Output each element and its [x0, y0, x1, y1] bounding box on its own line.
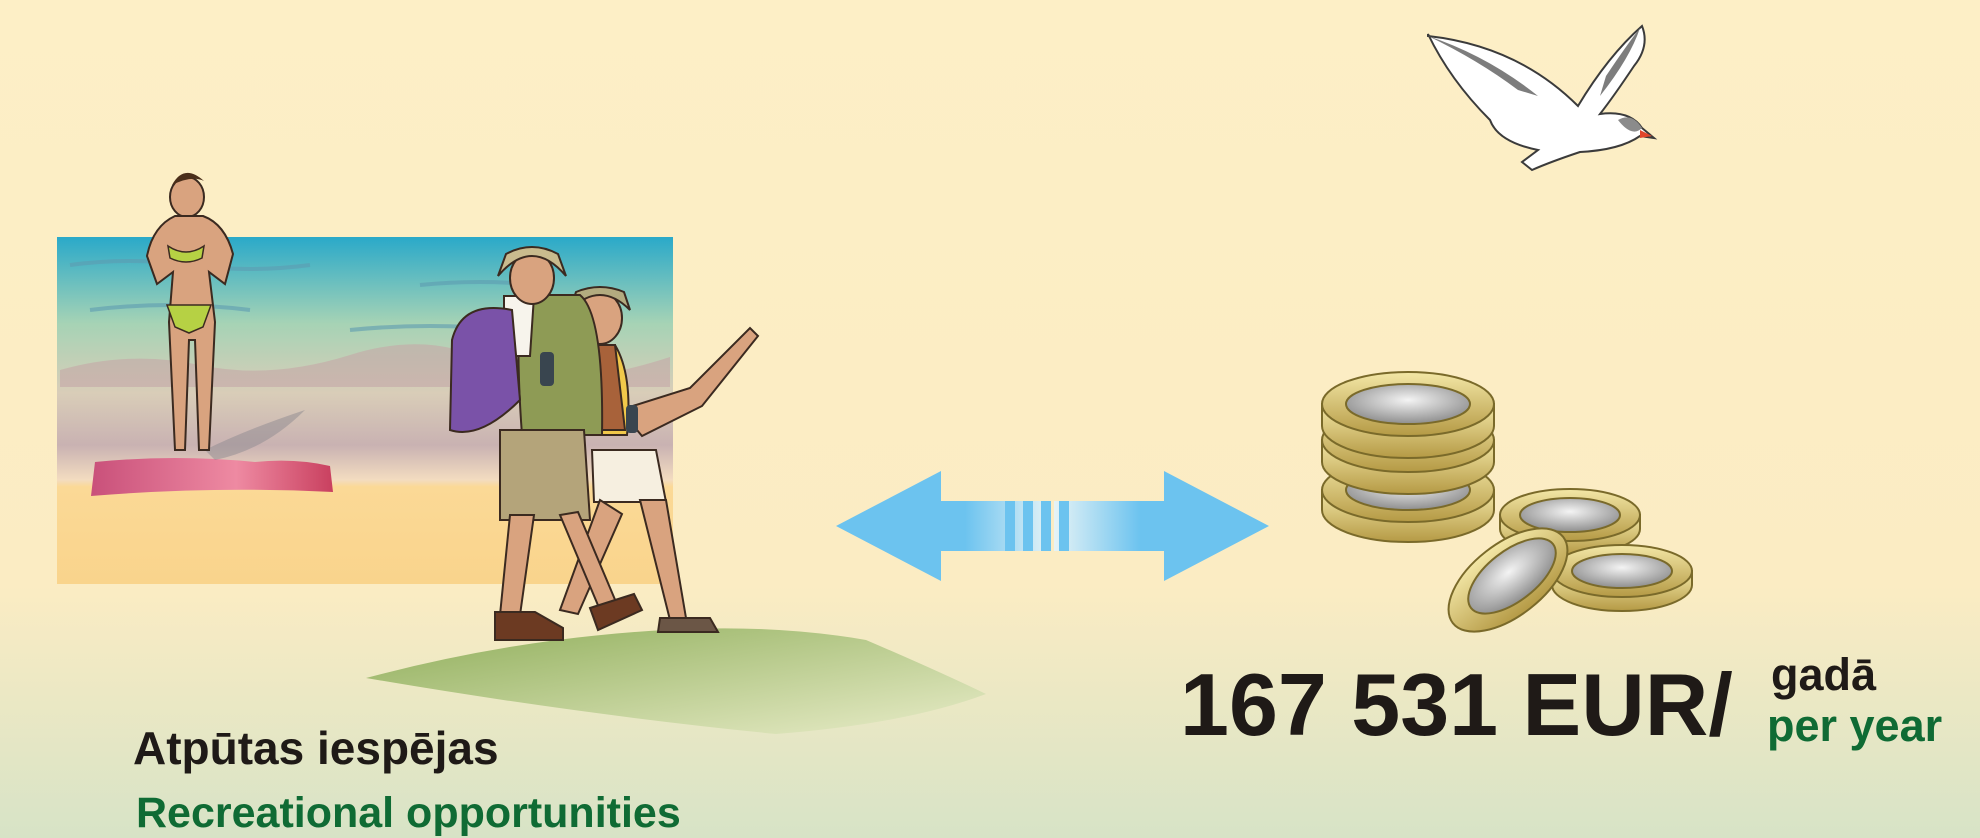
label-lv: Atpūtas iespējas — [133, 722, 499, 774]
double-arrow-part — [1005, 501, 1015, 551]
body: Atpūtas iespējas Recreational opportunit… — [0, 0, 1980, 838]
double-arrow-part — [1023, 501, 1033, 551]
coins-part — [1520, 498, 1620, 532]
hikers-part — [500, 430, 590, 520]
coin-stack — [1322, 372, 1494, 542]
hikers-part — [626, 405, 638, 433]
double-arrow-part — [1059, 501, 1069, 551]
page: {"left": {"title_lv": "Atpūtas iespējas"… — [0, 0, 1980, 838]
hikers-part — [540, 352, 554, 386]
period-lv: gadā — [1771, 649, 1877, 700]
hikers-part — [592, 450, 666, 502]
period-en: per year — [1767, 700, 1942, 751]
double-arrow-part — [1041, 501, 1051, 551]
coins-part — [1572, 554, 1672, 588]
infographic: Atpūtas iespējas Recreational opportunit… — [0, 0, 1980, 838]
amount: 167 531 EUR/ — [1180, 655, 1733, 754]
hikers-part — [658, 618, 718, 632]
coin-stack-part — [1346, 384, 1470, 424]
label-en: Recreational opportunities — [136, 789, 681, 837]
